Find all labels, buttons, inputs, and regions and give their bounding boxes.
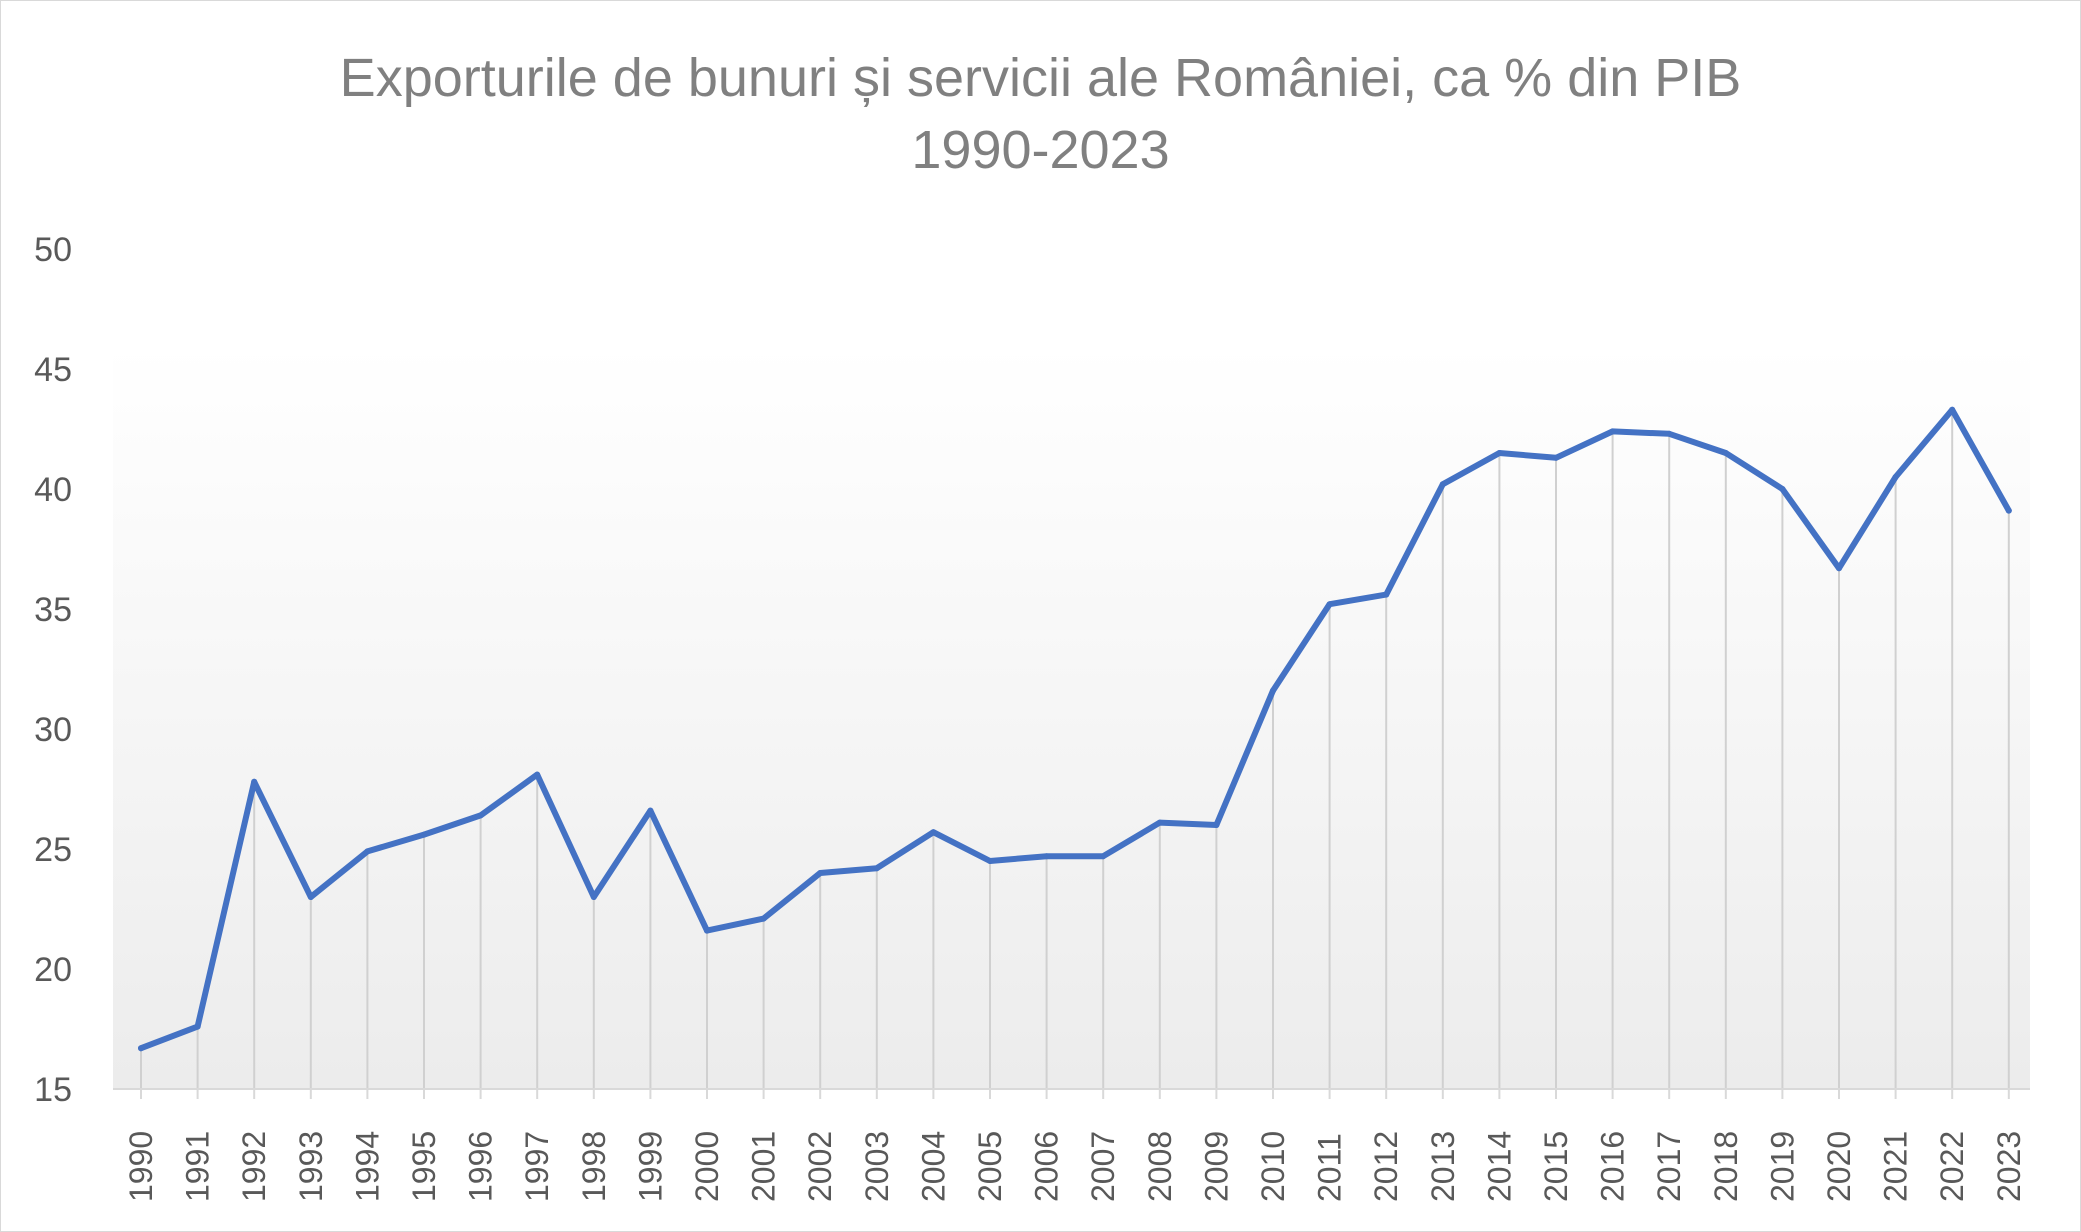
data-point: [364, 848, 371, 855]
data-point: [1439, 481, 1446, 488]
data-point: [760, 915, 767, 922]
data-point: [590, 894, 597, 900]
chart-title-line: Exporturile de bunuri și servicii ale Ro…: [339, 48, 1742, 108]
x-tick-label: 2005: [972, 1131, 1008, 1202]
data-point: [138, 1045, 144, 1052]
chart-subtitle: 1990-2023: [911, 120, 1170, 180]
data-point: [1949, 406, 1956, 413]
x-tick-label: 1996: [463, 1131, 499, 1202]
y-tick-label: 25: [34, 831, 72, 869]
x-tick-label: 1993: [293, 1131, 329, 1202]
x-tick-label: 2003: [859, 1131, 895, 1202]
data-points: [138, 406, 2012, 1052]
drop-lines: [140, 409, 2010, 1089]
x-tick-label: 2015: [1538, 1131, 1574, 1202]
data-point: [421, 831, 427, 838]
x-tick-label: 2020: [1821, 1131, 1857, 1202]
y-tick-label: 45: [34, 351, 72, 389]
data-point: [1100, 853, 1107, 860]
y-tick-label: 15: [34, 1071, 72, 1109]
x-tick-label: 2008: [1142, 1131, 1178, 1202]
data-point: [1553, 454, 1559, 461]
data-point: [1156, 819, 1163, 826]
data-point: [251, 778, 258, 785]
data-point: [1383, 591, 1390, 598]
data-point: [1609, 428, 1616, 435]
data-point: [1666, 430, 1673, 437]
chart-title: Exporturile de bunuri și servicii ale Ro…: [0, 42, 2081, 186]
x-tick-label: 2011: [1312, 1133, 1348, 1202]
x-tick-label: 2018: [1708, 1131, 1744, 1202]
x-tick-label: 2010: [1255, 1131, 1291, 1202]
data-point: [1779, 486, 1786, 492]
data-point: [704, 927, 710, 934]
x-tick-label: 2023: [1991, 1131, 2027, 1202]
data-point: [873, 865, 880, 872]
data-point: [1836, 565, 1842, 572]
x-tick-label: 2012: [1368, 1131, 1404, 1202]
data-point: [2005, 507, 2012, 514]
data-point: [1326, 601, 1333, 608]
x-tick-label: 2017: [1651, 1131, 1687, 1202]
x-tick-label: 1995: [406, 1131, 442, 1202]
y-tick-label: 50: [34, 231, 72, 269]
x-tick-label: 2009: [1198, 1131, 1234, 1202]
x-tick-label: 2014: [1481, 1131, 1517, 1202]
data-point: [1213, 822, 1220, 828]
x-tick-label: 2004: [915, 1131, 951, 1202]
x-tick-label: 2007: [1085, 1131, 1121, 1202]
series-line-exports: [138, 406, 2012, 1052]
x-tick-label: 2019: [1764, 1131, 1800, 1202]
x-tick-label: 2006: [1029, 1131, 1065, 1202]
data-point: [930, 829, 937, 836]
data-point: [194, 1023, 201, 1030]
data-point: [1496, 450, 1503, 456]
x-tick-label: 2016: [1595, 1131, 1631, 1202]
data-point: [477, 812, 484, 819]
plot-area-background: [113, 345, 2030, 1089]
y-tick-label: 30: [34, 711, 72, 749]
data-point: [307, 894, 314, 900]
x-tick-label: 1994: [349, 1131, 385, 1202]
x-tick-label: 2013: [1425, 1131, 1461, 1202]
y-tick-label: 35: [34, 591, 72, 629]
x-tick-label: 1997: [519, 1131, 555, 1202]
x-tick-label: 1999: [632, 1131, 668, 1202]
x-tick-label: 2000: [689, 1131, 725, 1202]
data-point: [1892, 474, 1899, 480]
data-point: [1043, 853, 1050, 860]
x-tick-label: 2022: [1934, 1131, 1970, 1202]
x-tick-label: 1990: [123, 1131, 159, 1202]
data-point: [817, 870, 824, 876]
x-tick-label: 2021: [1878, 1131, 1914, 1202]
data-point: [1722, 450, 1729, 456]
y-axis: 15 20 25 30 35 40 45 50: [34, 231, 72, 1109]
data-point: [987, 858, 993, 864]
data-point: [1270, 687, 1276, 694]
x-tick-label: 1992: [236, 1131, 272, 1202]
x-axis: 1990 1991 1992 1993 1994 1995 1996 1997 1998 1999…: [123, 1089, 2027, 1202]
x-tick-label: 2002: [802, 1131, 838, 1202]
y-tick-label: 40: [34, 471, 72, 509]
y-tick-label: 20: [34, 951, 72, 989]
x-tick-label: 1991: [180, 1131, 216, 1202]
x-tick-label: 1998: [576, 1131, 612, 1202]
data-point: [534, 771, 541, 778]
x-tick-label: 2001: [746, 1131, 782, 1202]
data-point: [647, 807, 654, 814]
